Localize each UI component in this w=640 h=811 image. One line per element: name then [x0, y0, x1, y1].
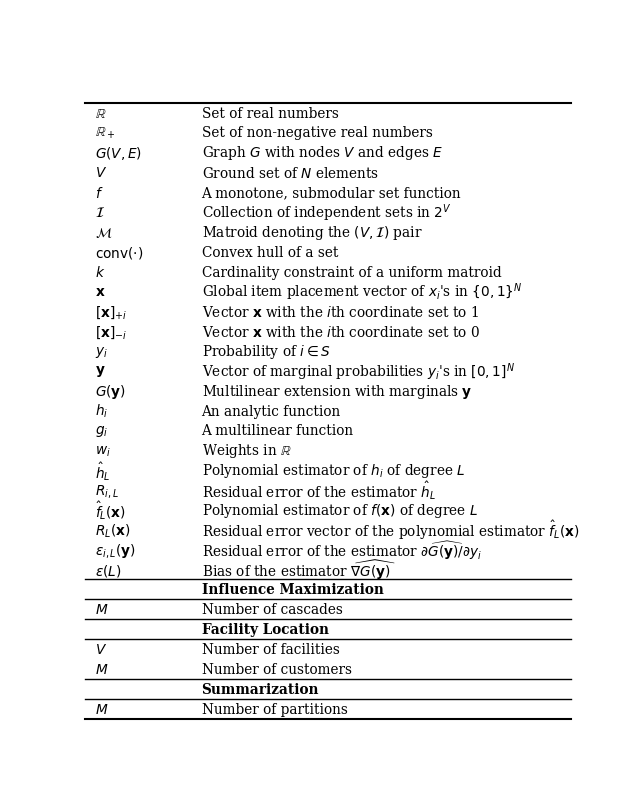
- Text: $M$: $M$: [95, 603, 108, 616]
- Text: Polynomial estimator of $h_i$ of degree $L$: Polynomial estimator of $h_i$ of degree …: [202, 461, 465, 479]
- Text: Vector $\mathbf{x}$ with the $i$th coordinate set to 0: Vector $\mathbf{x}$ with the $i$th coord…: [202, 324, 479, 339]
- Text: Cardinality constraint of a uniform matroid: Cardinality constraint of a uniform matr…: [202, 265, 501, 279]
- Text: Graph $G$ with nodes $V$ and edges $E$: Graph $G$ with nodes $V$ and edges $E$: [202, 144, 442, 162]
- Text: $G(\mathbf{y})$: $G(\mathbf{y})$: [95, 382, 126, 401]
- Text: $\mathcal{I}$: $\mathcal{I}$: [95, 206, 105, 220]
- Text: $V$: $V$: [95, 166, 107, 180]
- Text: Number of facilities: Number of facilities: [202, 642, 339, 656]
- Text: $\hat{f}_L(\mathbf{x})$: $\hat{f}_L(\mathbf{x})$: [95, 499, 126, 521]
- Text: Ground set of $N$ elements: Ground set of $N$ elements: [202, 165, 379, 181]
- Text: A multilinear function: A multilinear function: [202, 424, 354, 438]
- Text: Residual error vector of the polynomial estimator $\hat{f}_L(\mathbf{x})$: Residual error vector of the polynomial …: [202, 518, 579, 542]
- Text: Influence Maximization: Influence Maximization: [202, 582, 383, 597]
- Text: $h_i$: $h_i$: [95, 402, 108, 420]
- Text: Residual error of the estimator $\partial\widehat{G(\mathbf{y})}/\partial y_i$: Residual error of the estimator $\partia…: [202, 539, 482, 561]
- Text: $V$: $V$: [95, 642, 107, 656]
- Text: $\mathbb{R}$: $\mathbb{R}$: [95, 106, 106, 121]
- Text: Matroid denoting the $(V, \mathcal{I})$ pair: Matroid denoting the $(V, \mathcal{I})$ …: [202, 224, 422, 242]
- Text: $\mathbb{R}_+$: $\mathbb{R}_+$: [95, 126, 115, 141]
- Text: $M$: $M$: [95, 662, 108, 676]
- Text: $M$: $M$: [95, 702, 108, 716]
- Text: $\mathrm{conv}(\cdot)$: $\mathrm{conv}(\cdot)$: [95, 244, 143, 260]
- Text: Number of partitions: Number of partitions: [202, 702, 348, 716]
- Text: Probability of $i \in S$: Probability of $i \in S$: [202, 342, 330, 361]
- Text: Convex hull of a set: Convex hull of a set: [202, 246, 338, 260]
- Text: Weights in $\mathbb{R}$: Weights in $\mathbb{R}$: [202, 442, 291, 460]
- Text: $k$: $k$: [95, 264, 105, 280]
- Text: Vector of marginal probabilities $y_i$'s in $[0,1]^N$: Vector of marginal probabilities $y_i$'s…: [202, 361, 515, 382]
- Text: Global item placement vector of $x_i$'s in $\{0,1\}^N$: Global item placement vector of $x_i$'s …: [202, 281, 522, 303]
- Text: A monotone, submodular set function: A monotone, submodular set function: [202, 186, 461, 200]
- Text: Multilinear extension with marginals $\mathbf{y}$: Multilinear extension with marginals $\m…: [202, 382, 472, 401]
- Text: $\mathbf{y}$: $\mathbf{y}$: [95, 364, 106, 379]
- Text: $w_i$: $w_i$: [95, 444, 111, 458]
- Text: $g_i$: $g_i$: [95, 423, 108, 439]
- Text: $R_{i,L}$: $R_{i,L}$: [95, 482, 118, 499]
- Text: $[\mathbf{x}]_{-i}$: $[\mathbf{x}]_{-i}$: [95, 324, 127, 340]
- Text: Set of non-negative real numbers: Set of non-negative real numbers: [202, 127, 433, 140]
- Text: Set of real numbers: Set of real numbers: [202, 106, 339, 121]
- Text: Residual error of the estimator $\hat{h}_L$: Residual error of the estimator $\hat{h}…: [202, 479, 436, 502]
- Text: Number of cascades: Number of cascades: [202, 603, 342, 616]
- Text: Number of customers: Number of customers: [202, 662, 351, 676]
- Text: Bias of the estimator $\widehat{\nabla G(\mathbf{y})}$: Bias of the estimator $\widehat{\nabla G…: [202, 558, 396, 581]
- Text: An analytic function: An analytic function: [202, 404, 340, 418]
- Text: $[\mathbf{x}]_{+i}$: $[\mathbf{x}]_{+i}$: [95, 303, 127, 320]
- Text: $R_L(\mathbf{x})$: $R_L(\mathbf{x})$: [95, 521, 131, 539]
- Text: Collection of independent sets in $2^V$: Collection of independent sets in $2^V$: [202, 202, 451, 224]
- Text: $\epsilon_{i,L}(\mathbf{y})$: $\epsilon_{i,L}(\mathbf{y})$: [95, 541, 136, 559]
- Text: Summarization: Summarization: [202, 682, 319, 696]
- Text: Vector $\mathbf{x}$ with the $i$th coordinate set to 1: Vector $\mathbf{x}$ with the $i$th coord…: [202, 304, 479, 320]
- Text: $y_i$: $y_i$: [95, 344, 108, 359]
- Text: Polynomial estimator of $f(\mathbf{x})$ of degree $L$: Polynomial estimator of $f(\mathbf{x})$ …: [202, 501, 477, 519]
- Text: $\hat{h}_L$: $\hat{h}_L$: [95, 459, 110, 482]
- Text: $f$: $f$: [95, 186, 104, 200]
- Text: $G(V, E)$: $G(V, E)$: [95, 144, 142, 161]
- Text: $\mathbf{x}$: $\mathbf{x}$: [95, 285, 106, 299]
- Text: Facility Location: Facility Location: [202, 622, 328, 637]
- Text: $\mathcal{M}$: $\mathcal{M}$: [95, 225, 112, 239]
- Text: $\varepsilon(L)$: $\varepsilon(L)$: [95, 562, 122, 578]
